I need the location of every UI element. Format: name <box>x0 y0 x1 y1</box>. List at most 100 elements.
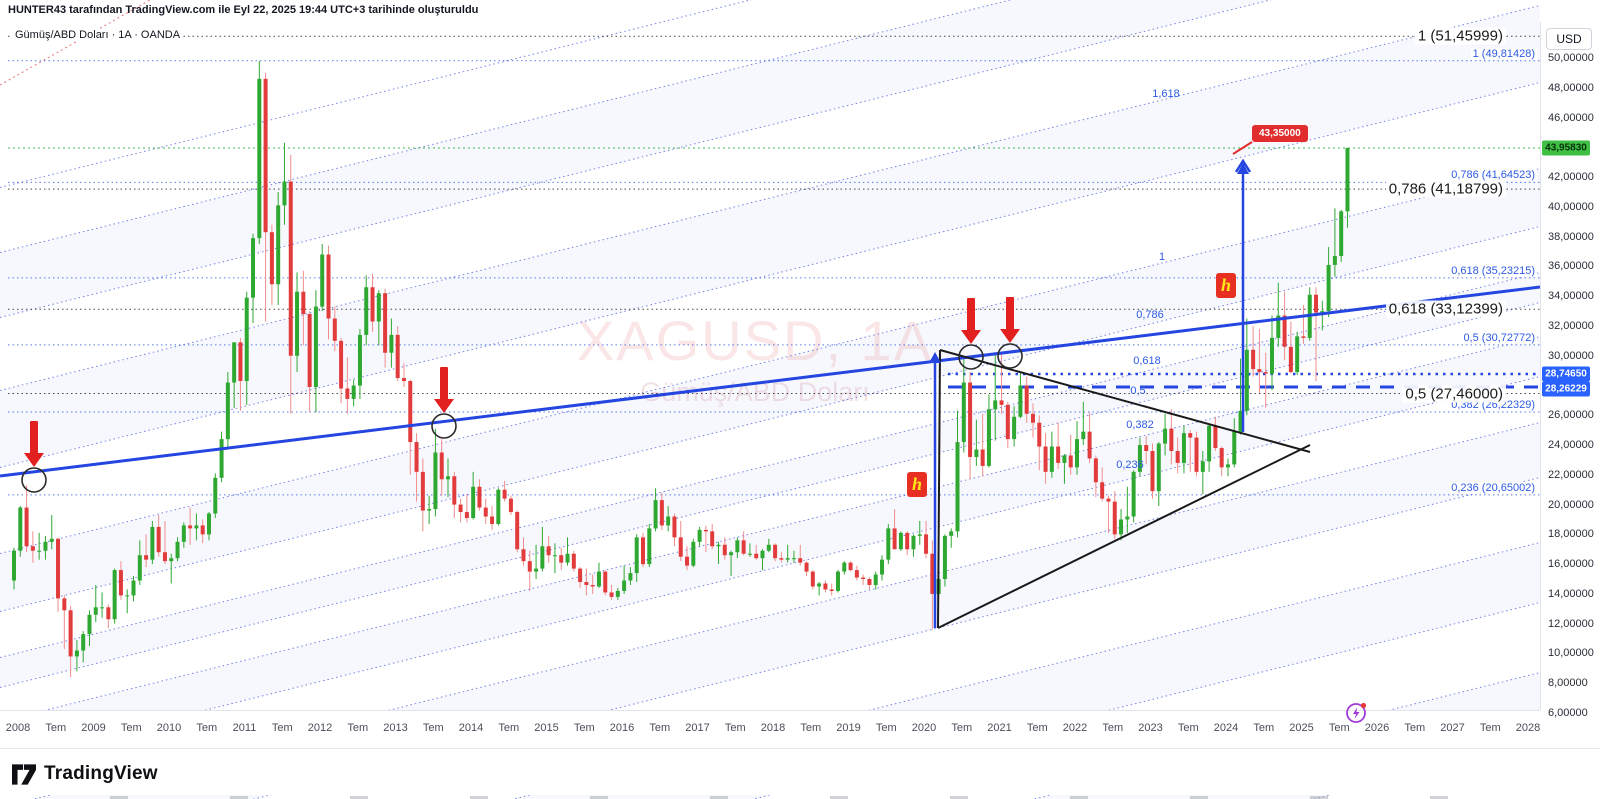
channel-level-label: 1,618 <box>1152 88 1180 100</box>
candle-body <box>200 525 205 535</box>
channel-level-label: 0,786 <box>1136 309 1164 321</box>
candle-body <box>446 476 451 480</box>
candle-body <box>1320 311 1325 313</box>
candle-body <box>685 556 690 566</box>
candle-body <box>483 507 488 517</box>
candle-body <box>389 334 394 353</box>
time-axis[interactable] <box>0 710 1540 749</box>
candle-body <box>370 287 375 322</box>
symbol-legend[interactable]: Gümüş/ABD Doları · 1A · OANDA <box>12 29 184 41</box>
candle-body <box>961 382 966 443</box>
candle-body <box>848 562 853 571</box>
lightning-publish-icon[interactable] <box>1344 699 1370 725</box>
idea-marker-h-icon[interactable]: h <box>1216 273 1236 298</box>
candle-body <box>401 378 406 382</box>
fib-channel-line <box>0 376 1541 762</box>
candle-body <box>137 555 142 581</box>
fib-black-label: 0,5 (27,46000) <box>1402 385 1506 403</box>
touch-circle-marker <box>431 413 457 439</box>
red-arrow-head <box>24 453 44 467</box>
candle-body <box>295 291 300 356</box>
fib-blue-label: 0,618 (35,23215) <box>1449 264 1537 277</box>
fib-black-label: 0,786 (41,18799) <box>1385 180 1506 198</box>
candle-body <box>1276 315 1281 338</box>
candle-body <box>452 476 457 505</box>
candle-body <box>1024 385 1029 414</box>
candle-body <box>1075 439 1080 468</box>
candle-body <box>911 535 916 550</box>
fib-channel-line <box>0 82 1541 468</box>
candle-body <box>181 525 186 542</box>
candle-body <box>1295 336 1300 373</box>
candle-body <box>1232 431 1237 465</box>
channel-level-label: 0,5 <box>1130 385 1146 397</box>
channel-stripe <box>0 272 1540 688</box>
candle-body <box>12 550 16 581</box>
chart-watermark: XAGUSD, 1A Gümüş/ABD Doları <box>577 308 933 408</box>
candle-body <box>1244 349 1249 411</box>
candle-body <box>571 553 576 569</box>
red-arrow-shaft <box>1006 297 1014 330</box>
candle-body <box>357 334 362 386</box>
candle-body <box>747 553 752 555</box>
candle-body <box>1150 451 1155 492</box>
candle-body <box>1263 372 1268 374</box>
candle-body <box>1068 455 1073 468</box>
candle-body <box>238 342 243 382</box>
candle-body <box>339 340 344 389</box>
triangle-bottom-edge <box>937 444 1311 629</box>
price-callout[interactable]: 43,35000 <box>1252 125 1308 142</box>
price-axis[interactable] <box>1540 22 1600 710</box>
candle-body <box>1257 369 1262 373</box>
candle-body <box>414 442 419 472</box>
candle-body <box>596 571 601 587</box>
candle-body <box>263 78 268 233</box>
fib-black-label: 0,618 (33,12399) <box>1385 300 1506 318</box>
tradingview-logo[interactable]: TradingView <box>12 763 158 785</box>
candle-body <box>1119 519 1124 535</box>
candle-body <box>1144 445 1149 452</box>
watermark-symbol: XAGUSD, 1A <box>576 309 934 372</box>
candle-body <box>351 385 356 399</box>
candle-body <box>257 78 262 239</box>
candle-body <box>502 489 507 499</box>
candle-body <box>100 607 105 609</box>
candle-body <box>1081 431 1086 440</box>
candle-body <box>206 513 211 535</box>
candle-body <box>1030 413 1035 423</box>
callout-tail <box>1232 141 1253 155</box>
candle-body <box>590 584 595 587</box>
candle-body <box>364 287 369 335</box>
candle-body <box>584 582 589 585</box>
candle-body <box>653 500 658 529</box>
candle-body <box>288 181 293 356</box>
candle-body <box>1213 425 1218 449</box>
candle-body <box>1087 431 1092 459</box>
candle-body <box>955 442 960 532</box>
currency-toggle-button[interactable]: USD <box>1546 28 1592 50</box>
candle-body <box>766 544 771 551</box>
candle-body <box>628 573 633 581</box>
candle-body <box>225 382 230 440</box>
candle-body <box>1270 337 1274 374</box>
candle-body <box>1106 498 1111 502</box>
candle-body <box>691 541 696 566</box>
candle-body <box>156 526 161 553</box>
touch-circle-marker <box>958 344 984 370</box>
candle-body <box>741 540 746 554</box>
candle-body <box>219 439 224 478</box>
idea-marker-h-icon[interactable]: h <box>907 472 927 497</box>
candle-body <box>515 512 520 550</box>
candle-body <box>1049 446 1054 472</box>
candle-body <box>383 293 388 353</box>
candle-body <box>427 509 432 511</box>
candle-body <box>974 449 979 457</box>
channel-level-label: 0,618 <box>1133 355 1161 367</box>
candle-body <box>408 381 413 443</box>
candle-body <box>540 546 545 569</box>
touch-circle-marker <box>21 467 47 493</box>
candle-body <box>345 388 350 399</box>
